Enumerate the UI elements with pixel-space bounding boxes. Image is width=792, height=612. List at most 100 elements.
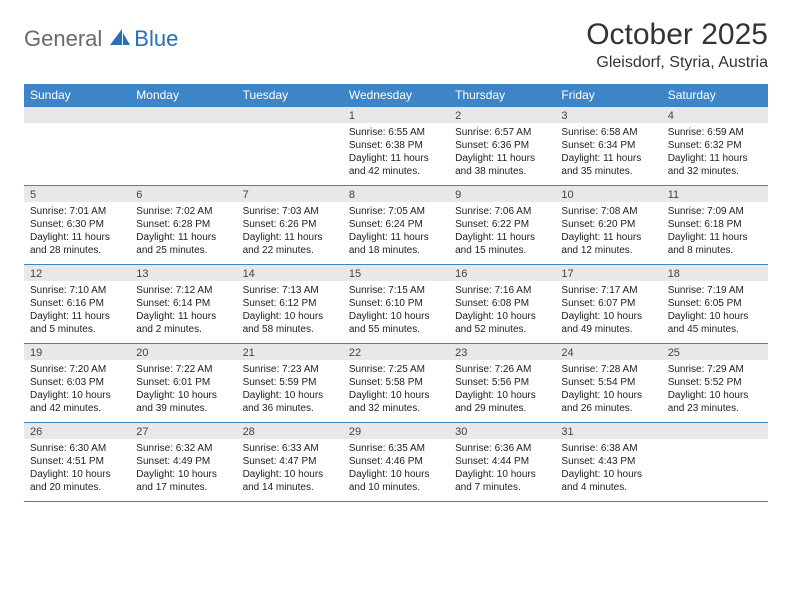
sunrise-text: Sunrise: 7:19 AM: [668, 284, 762, 297]
day-number: [130, 107, 236, 123]
sunrise-text: Sunrise: 6:55 AM: [349, 126, 443, 139]
day-details: Sunrise: 6:58 AMSunset: 6:34 PMDaylight:…: [555, 123, 661, 185]
sunset-text: Sunset: 5:56 PM: [455, 376, 549, 389]
sunrise-text: Sunrise: 7:25 AM: [349, 363, 443, 376]
daylight-text: Daylight: 10 hours and 29 minutes.: [455, 389, 549, 415]
day-details: Sunrise: 7:03 AMSunset: 6:26 PMDaylight:…: [237, 202, 343, 264]
daylight-text: Daylight: 11 hours and 15 minutes.: [455, 231, 549, 257]
sunrise-text: Sunrise: 6:33 AM: [243, 442, 337, 455]
calendar-cell: 23Sunrise: 7:26 AMSunset: 5:56 PMDayligh…: [449, 344, 555, 423]
logo-text-blue: Blue: [134, 26, 178, 52]
calendar-cell: 17Sunrise: 7:17 AMSunset: 6:07 PMDayligh…: [555, 265, 661, 344]
calendar-cell: 12Sunrise: 7:10 AMSunset: 6:16 PMDayligh…: [24, 265, 130, 344]
day-number: [24, 107, 130, 123]
day-number: 20: [130, 344, 236, 360]
day-number: 16: [449, 265, 555, 281]
calendar-cell: 30Sunrise: 6:36 AMSunset: 4:44 PMDayligh…: [449, 423, 555, 502]
calendar-row: 5Sunrise: 7:01 AMSunset: 6:30 PMDaylight…: [24, 186, 768, 265]
daylight-text: Daylight: 11 hours and 8 minutes.: [668, 231, 762, 257]
sunset-text: Sunset: 6:10 PM: [349, 297, 443, 310]
calendar-cell: 19Sunrise: 7:20 AMSunset: 6:03 PMDayligh…: [24, 344, 130, 423]
daylight-text: Daylight: 10 hours and 58 minutes.: [243, 310, 337, 336]
day-number: 3: [555, 107, 661, 123]
sunset-text: Sunset: 6:22 PM: [455, 218, 549, 231]
day-number: 14: [237, 265, 343, 281]
day-details: Sunrise: 6:32 AMSunset: 4:49 PMDaylight:…: [130, 439, 236, 501]
daylight-text: Daylight: 11 hours and 2 minutes.: [136, 310, 230, 336]
sunset-text: Sunset: 6:34 PM: [561, 139, 655, 152]
calendar-cell: 11Sunrise: 7:09 AMSunset: 6:18 PMDayligh…: [662, 186, 768, 265]
sunrise-text: Sunrise: 7:29 AM: [668, 363, 762, 376]
calendar-cell: 29Sunrise: 6:35 AMSunset: 4:46 PMDayligh…: [343, 423, 449, 502]
daylight-text: Daylight: 10 hours and 23 minutes.: [668, 389, 762, 415]
weekday-header: Sunday: [24, 84, 130, 107]
daylight-text: Daylight: 11 hours and 32 minutes.: [668, 152, 762, 178]
day-details: Sunrise: 7:25 AMSunset: 5:58 PMDaylight:…: [343, 360, 449, 422]
day-number: 21: [237, 344, 343, 360]
weekday-header: Wednesday: [343, 84, 449, 107]
day-details: Sunrise: 7:29 AMSunset: 5:52 PMDaylight:…: [662, 360, 768, 422]
sunrise-text: Sunrise: 6:36 AM: [455, 442, 549, 455]
daylight-text: Daylight: 10 hours and 36 minutes.: [243, 389, 337, 415]
day-details: [237, 123, 343, 185]
day-number: [237, 107, 343, 123]
daylight-text: Daylight: 10 hours and 49 minutes.: [561, 310, 655, 336]
sunrise-text: Sunrise: 7:02 AM: [136, 205, 230, 218]
sunset-text: Sunset: 6:20 PM: [561, 218, 655, 231]
daylight-text: Daylight: 11 hours and 18 minutes.: [349, 231, 443, 257]
daylight-text: Daylight: 11 hours and 42 minutes.: [349, 152, 443, 178]
day-number: 6: [130, 186, 236, 202]
calendar-cell: 21Sunrise: 7:23 AMSunset: 5:59 PMDayligh…: [237, 344, 343, 423]
daylight-text: Daylight: 10 hours and 14 minutes.: [243, 468, 337, 494]
calendar-cell: [662, 423, 768, 502]
daylight-text: Daylight: 10 hours and 39 minutes.: [136, 389, 230, 415]
calendar-cell: 18Sunrise: 7:19 AMSunset: 6:05 PMDayligh…: [662, 265, 768, 344]
day-details: Sunrise: 7:19 AMSunset: 6:05 PMDaylight:…: [662, 281, 768, 343]
day-details: Sunrise: 6:30 AMSunset: 4:51 PMDaylight:…: [24, 439, 130, 501]
sunrise-text: Sunrise: 7:20 AM: [30, 363, 124, 376]
sunset-text: Sunset: 5:54 PM: [561, 376, 655, 389]
day-number: 15: [343, 265, 449, 281]
sunrise-text: Sunrise: 7:12 AM: [136, 284, 230, 297]
calendar-row: 1Sunrise: 6:55 AMSunset: 6:38 PMDaylight…: [24, 107, 768, 186]
daylight-text: Daylight: 10 hours and 4 minutes.: [561, 468, 655, 494]
daylight-text: Daylight: 10 hours and 20 minutes.: [30, 468, 124, 494]
day-details: Sunrise: 7:16 AMSunset: 6:08 PMDaylight:…: [449, 281, 555, 343]
sunset-text: Sunset: 6:24 PM: [349, 218, 443, 231]
calendar-row: 12Sunrise: 7:10 AMSunset: 6:16 PMDayligh…: [24, 265, 768, 344]
day-details: Sunrise: 7:20 AMSunset: 6:03 PMDaylight:…: [24, 360, 130, 422]
day-details: Sunrise: 7:23 AMSunset: 5:59 PMDaylight:…: [237, 360, 343, 422]
calendar-cell: 4Sunrise: 6:59 AMSunset: 6:32 PMDaylight…: [662, 107, 768, 186]
daylight-text: Daylight: 10 hours and 45 minutes.: [668, 310, 762, 336]
calendar-cell: [237, 107, 343, 186]
day-details: Sunrise: 6:33 AMSunset: 4:47 PMDaylight:…: [237, 439, 343, 501]
daylight-text: Daylight: 11 hours and 22 minutes.: [243, 231, 337, 257]
calendar-cell: 2Sunrise: 6:57 AMSunset: 6:36 PMDaylight…: [449, 107, 555, 186]
day-details: Sunrise: 6:36 AMSunset: 4:44 PMDaylight:…: [449, 439, 555, 501]
daylight-text: Daylight: 10 hours and 52 minutes.: [455, 310, 549, 336]
day-details: Sunrise: 7:01 AMSunset: 6:30 PMDaylight:…: [24, 202, 130, 264]
calendar-cell: 8Sunrise: 7:05 AMSunset: 6:24 PMDaylight…: [343, 186, 449, 265]
day-number: 29: [343, 423, 449, 439]
calendar-cell: [24, 107, 130, 186]
weekday-header: Monday: [130, 84, 236, 107]
sunset-text: Sunset: 5:58 PM: [349, 376, 443, 389]
calendar-cell: 24Sunrise: 7:28 AMSunset: 5:54 PMDayligh…: [555, 344, 661, 423]
sunrise-text: Sunrise: 7:01 AM: [30, 205, 124, 218]
sunset-text: Sunset: 6:01 PM: [136, 376, 230, 389]
day-details: Sunrise: 7:13 AMSunset: 6:12 PMDaylight:…: [237, 281, 343, 343]
calendar-cell: 31Sunrise: 6:38 AMSunset: 4:43 PMDayligh…: [555, 423, 661, 502]
calendar-row: 19Sunrise: 7:20 AMSunset: 6:03 PMDayligh…: [24, 344, 768, 423]
day-details: Sunrise: 7:09 AMSunset: 6:18 PMDaylight:…: [662, 202, 768, 264]
sunrise-text: Sunrise: 7:05 AM: [349, 205, 443, 218]
day-details: Sunrise: 7:12 AMSunset: 6:14 PMDaylight:…: [130, 281, 236, 343]
sunrise-text: Sunrise: 6:35 AM: [349, 442, 443, 455]
day-details: Sunrise: 7:15 AMSunset: 6:10 PMDaylight:…: [343, 281, 449, 343]
sunset-text: Sunset: 6:38 PM: [349, 139, 443, 152]
sunrise-text: Sunrise: 7:06 AM: [455, 205, 549, 218]
calendar-cell: 28Sunrise: 6:33 AMSunset: 4:47 PMDayligh…: [237, 423, 343, 502]
sunset-text: Sunset: 4:51 PM: [30, 455, 124, 468]
day-details: Sunrise: 7:26 AMSunset: 5:56 PMDaylight:…: [449, 360, 555, 422]
daylight-text: Daylight: 10 hours and 42 minutes.: [30, 389, 124, 415]
sunrise-text: Sunrise: 6:59 AM: [668, 126, 762, 139]
